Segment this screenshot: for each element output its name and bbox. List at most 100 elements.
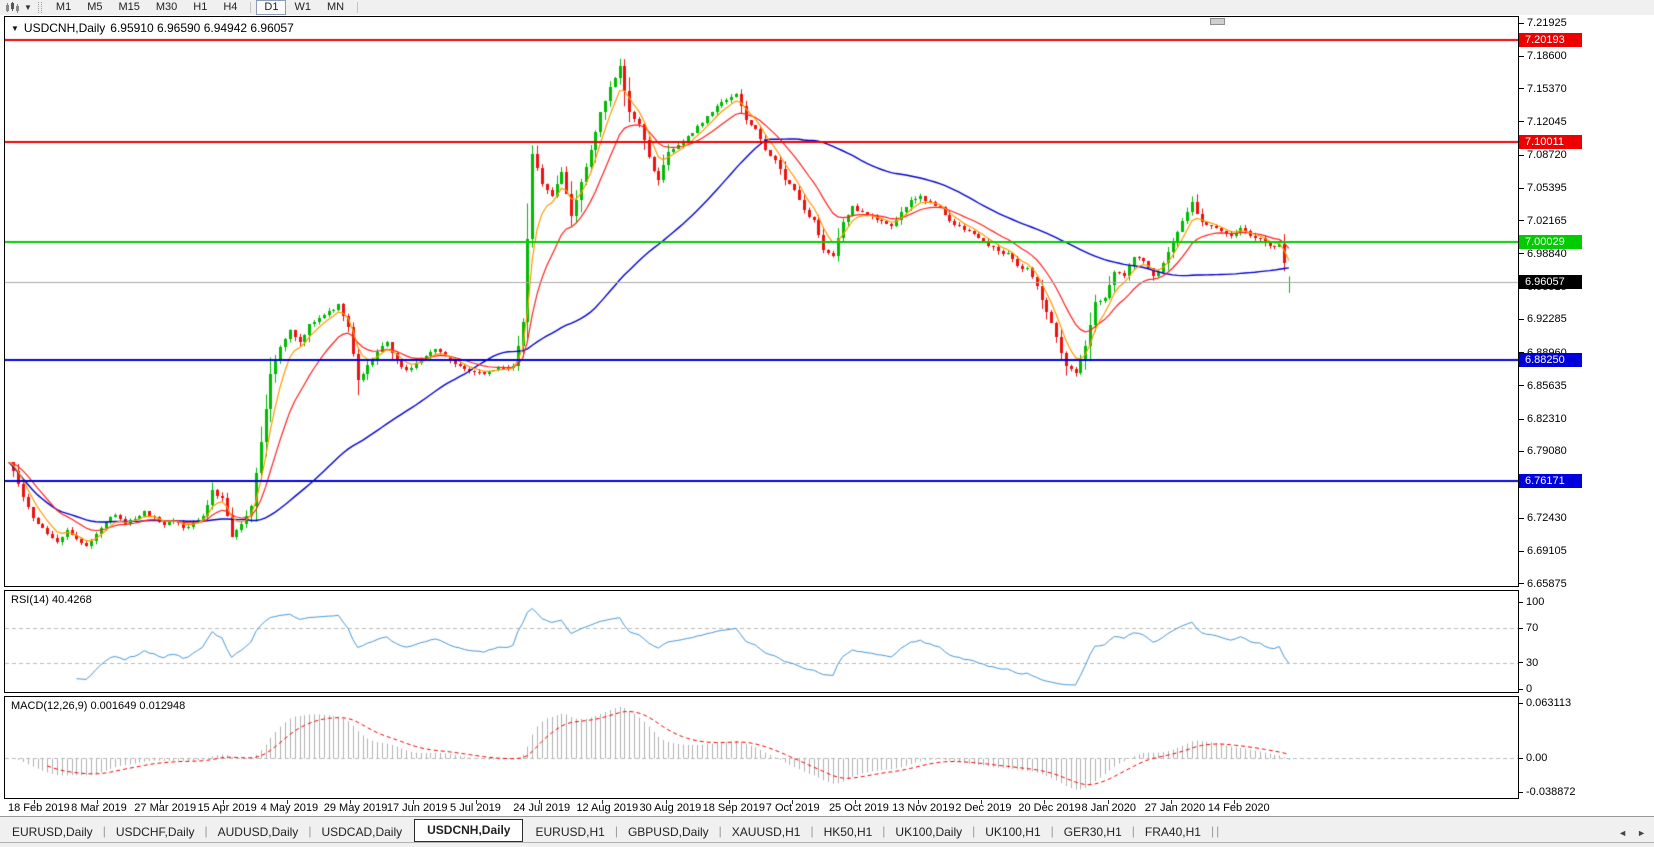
price-badge: 6.96057 [1519,274,1582,289]
candlestick-chart-icon[interactable] [5,2,20,13]
tab-usdchf-daily[interactable]: USDCHF,Daily [115,825,195,839]
toolbar-separator [250,2,252,13]
price-tick-label: 7.12045 [1519,116,1567,129]
tab-separator: | [810,823,814,838]
price-tick-label: 7.05395 [1519,182,1567,195]
date-tick [1233,800,1235,804]
chart-type-dropdown-caret-icon[interactable]: ▼ [24,3,32,12]
date-tick [412,800,414,804]
tab-separator: | [308,823,312,838]
tab-audusd-daily[interactable]: AUDUSD,Daily [217,825,299,839]
price-tick-mark [1519,22,1524,24]
tab-separator: | [718,823,722,838]
toolbar-separator [357,2,359,13]
price-tick-mark [1519,121,1524,123]
date-label: 7 Oct 2019 [765,802,820,814]
date-tick [728,800,730,804]
rsi-tick-mark [1519,601,1523,603]
rsi-tick-mark [1519,662,1523,664]
price-badge: 6.88250 [1519,352,1582,367]
price-tick-label: 6.92285 [1519,313,1567,326]
date-tick [160,800,162,804]
date-tick [349,800,351,804]
tab-uk100-h1[interactable]: UK100,H1 [985,825,1041,839]
tab-eurusd-h1[interactable]: EURUSD,H1 [535,825,605,839]
timeframe-button-m15[interactable]: M15 [118,1,140,13]
chart-tab-bar: EURUSD,Daily | USDCHF,Daily | AUDUSD,Daily | U… [0,816,1654,847]
scroll-tabs-left-button[interactable]: ◄ [1618,828,1628,838]
timeframe-button-m30[interactable]: M30 [155,1,178,13]
price-tick-label: 7.18600 [1519,50,1567,63]
tab-eurusd-daily[interactable]: EURUSD,Daily [12,825,93,839]
tab-fra40-h1[interactable]: FRA40,H1 [1144,825,1201,839]
timeframe-button-w1[interactable]: W1 [294,1,311,13]
macd-canvas[interactable] [5,697,1518,798]
tab-gbpusd-daily[interactable]: GBPUSD,Daily [627,825,709,839]
price-tick-mark [1519,451,1524,453]
symbol-dropdown-icon[interactable]: ▼ [11,23,19,33]
chart-title: ▼ USDCNH,Daily 6.95910 6.96590 6.94942 6… [11,21,294,35]
price-tick-mark [1519,187,1524,189]
price-tick-label: 6.85635 [1519,380,1567,393]
tab-separator: | [1050,823,1054,838]
tab-separator: | [204,823,208,838]
macd-scale-label: 0.00 [1519,752,1547,765]
timeframe-button-d1[interactable]: D1 [256,0,287,15]
date-tick [286,800,288,804]
tab-uk100-daily[interactable]: UK100,Daily [895,825,963,839]
date-tick [602,800,604,804]
chart-ohlc-values: 6.95910 6.96590 6.94942 6.96057 [110,21,294,35]
price-axis: 7.21925 7.18600 7.15370 7.12045 7.08720 7.053… [1519,16,1654,799]
price-tick-mark [1519,253,1524,255]
rsi-tick-mark [1519,688,1523,690]
price-badge: 7.20193 [1519,33,1582,48]
price-tick-mark [1519,220,1524,222]
date-label: 14 Feb 2020 [1207,802,1270,814]
date-label: 4 May 2019 [260,802,319,814]
date-label: 17 Jun 2019 [386,802,448,814]
timeframe-button-m1[interactable]: M1 [55,1,72,13]
date-tick [854,800,856,804]
rsi-label: RSI(14) 40.4268 [11,594,92,606]
price-tick-mark [1519,385,1524,387]
date-tick [791,800,793,804]
price-tick-mark [1519,88,1524,90]
tab-separator: | [1216,823,1220,838]
price-tick-label: 6.98840 [1519,248,1567,261]
rsi-scale-label: 30 [1519,657,1538,670]
rsi-canvas[interactable] [5,591,1518,692]
scroll-tabs-right-button[interactable]: ► [1637,828,1646,838]
timeframe-button-m5[interactable]: M5 [87,1,103,13]
rsi-tick-mark [1519,627,1523,629]
tab-hk50-h1[interactable]: HK50,H1 [823,825,873,839]
timeframe-button-h4[interactable]: H4 [223,1,238,13]
date-label: 2 Dec 2019 [955,802,1012,814]
rsi-scale-label: 70 [1519,622,1538,635]
date-label: 18 Sep 2019 [702,802,766,814]
price-tick-label: 6.72430 [1519,512,1567,525]
chart-scroll-thumb[interactable] [1210,18,1225,25]
timeframe-button-mn[interactable]: MN [326,1,345,13]
timeframe-button-h1[interactable]: H1 [193,1,208,13]
main-chart-panel[interactable]: ▼ USDCNH,Daily 6.95910 6.96590 6.94942 6… [4,16,1519,587]
price-tick-mark [1519,55,1524,57]
price-tick-label: 6.79080 [1519,445,1567,458]
tab-usdcad-daily[interactable]: USDCAD,Daily [321,825,403,839]
price-chart-canvas[interactable] [5,17,1518,586]
tab-xauusd-h1[interactable]: XAUUSD,H1 [731,825,801,839]
rsi-indicator-panel[interactable]: RSI(14) 40.4268 [4,590,1519,693]
date-tick [1107,800,1109,804]
chart-symbol-label: USDCNH,Daily [23,21,106,35]
macd-indicator-panel[interactable]: MACD(12,26,9) 0.001649 0.012948 [4,696,1519,799]
price-badge: 7.00029 [1519,234,1582,249]
tab-ger30-h1[interactable]: GER30,H1 [1063,825,1122,839]
price-tick-mark [1519,583,1524,585]
price-tick-label: 7.21925 [1519,17,1567,30]
toolbar-grip-handle[interactable] [37,2,42,13]
tab-usdcnh-daily[interactable]: USDCNH,Daily [414,819,524,842]
date-label: 25 Oct 2019 [828,802,889,814]
date-tick [476,800,478,804]
price-badge: 6.76171 [1519,473,1582,488]
date-label: 29 May 2019 [323,802,388,814]
rsi-scale-label: 0 [1519,683,1532,696]
